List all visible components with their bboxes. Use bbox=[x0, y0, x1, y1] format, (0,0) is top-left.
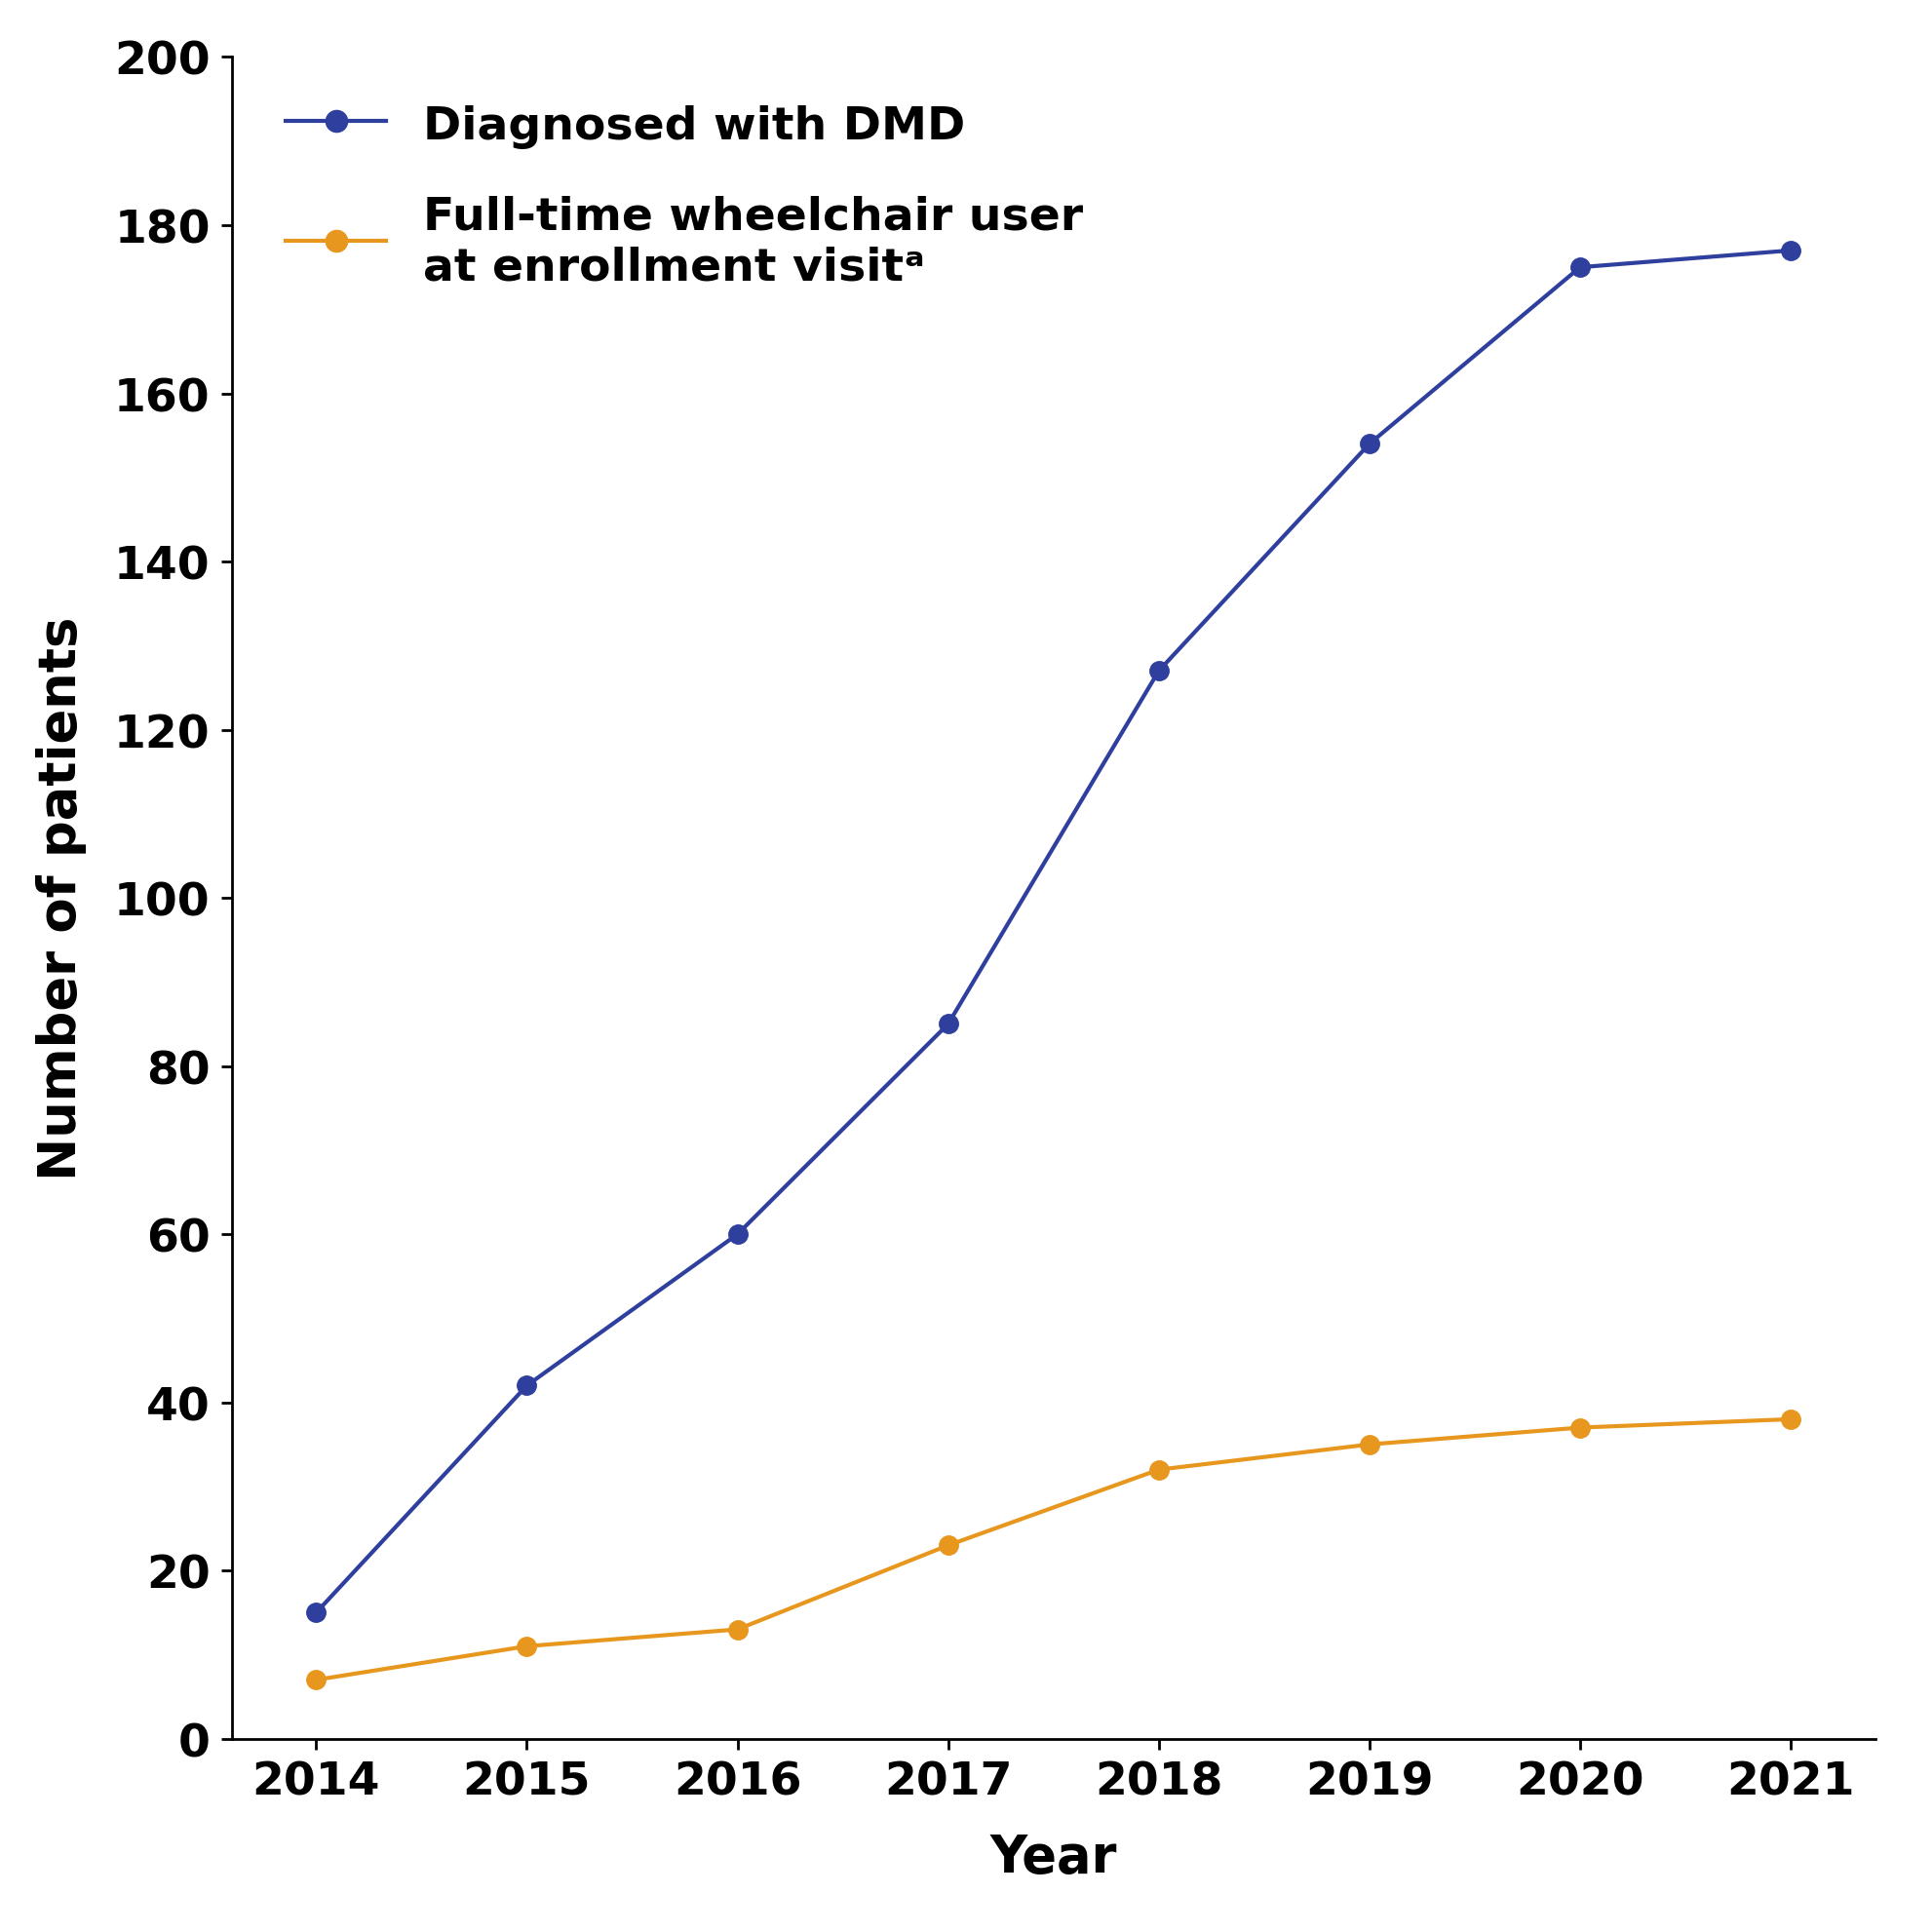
X-axis label: Year: Year bbox=[989, 1832, 1117, 1882]
Legend: Diagnosed with DMD, Full-time wheelchair user
at enrollment visitᵃ: Diagnosed with DMD, Full-time wheelchair… bbox=[270, 89, 1097, 303]
Y-axis label: Number of patients: Number of patients bbox=[37, 616, 87, 1180]
